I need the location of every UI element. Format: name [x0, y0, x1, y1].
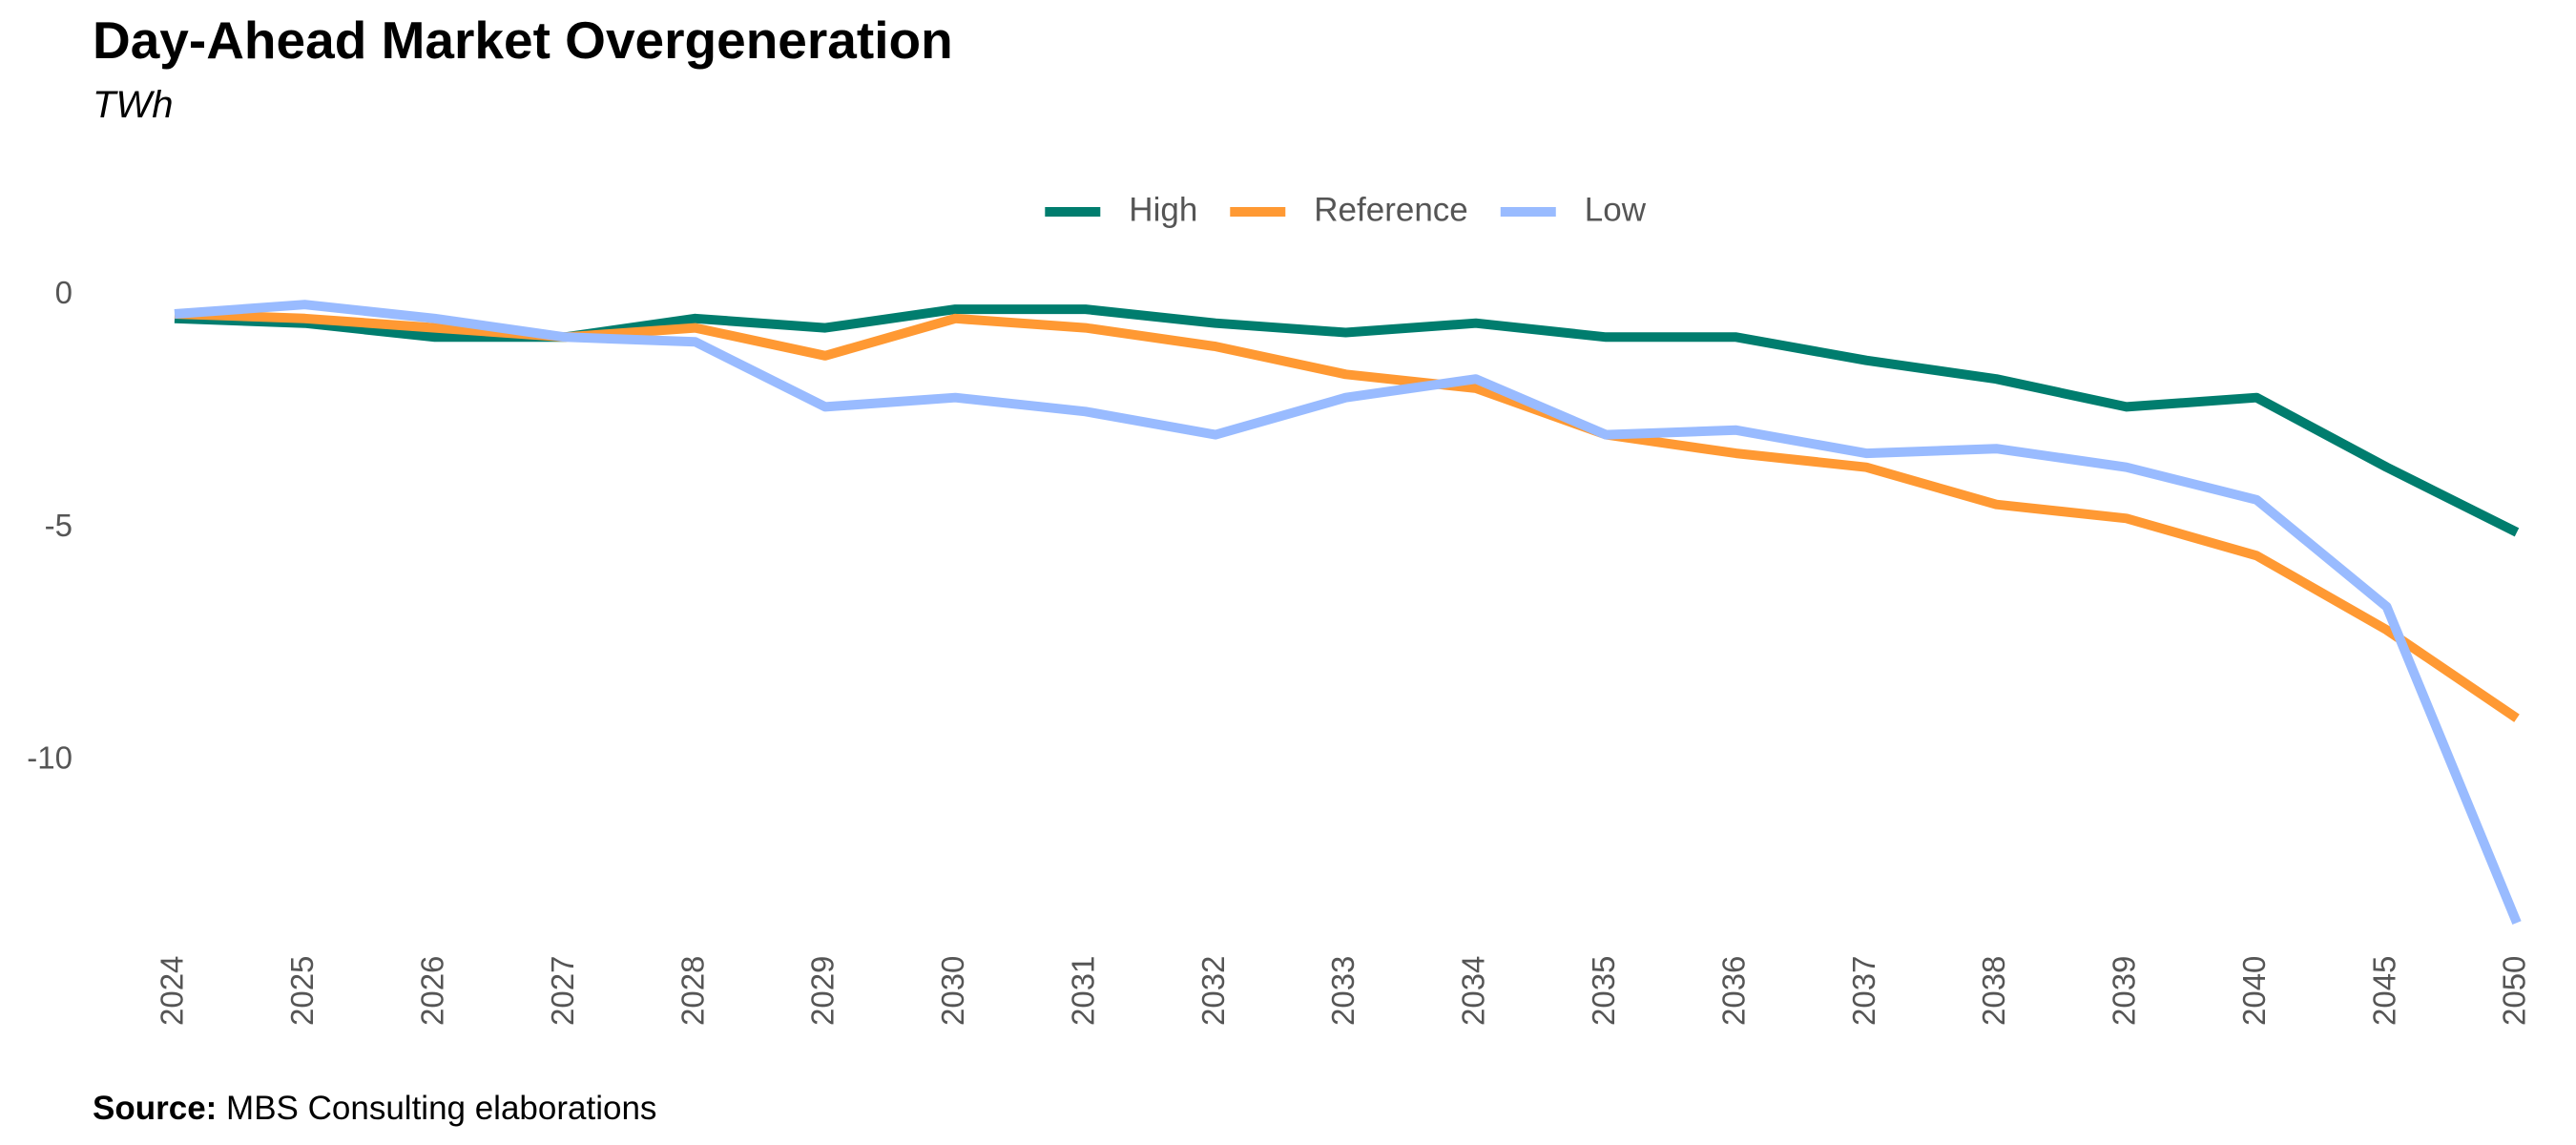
series-line-reference [174, 309, 2520, 722]
legend-item-low: Low [1500, 191, 1647, 228]
x-axis: 2024 2025 2026 2027 2028 2029 2030 2031 2032 2033… [155, 956, 2532, 1026]
series-line-low [174, 300, 2522, 926]
x-tick-label: 2024 [155, 956, 190, 1026]
chart-title: Day-Ahead Market Overgeneration [93, 10, 953, 70]
x-tick-label: 2039 [2107, 956, 2142, 1026]
x-tick-label: 2034 [1456, 956, 1491, 1026]
y-tick-label: -10 [27, 739, 73, 775]
x-tick-label: 2045 [2366, 956, 2401, 1026]
chart-subtitle: TWh [93, 84, 174, 126]
series-lines [174, 300, 2522, 926]
x-tick-label: 2035 [1586, 956, 1621, 1026]
x-tick-label: 2037 [1846, 956, 1881, 1026]
x-tick-label: 2050 [2497, 956, 2532, 1026]
x-tick-label: 2028 [675, 956, 710, 1026]
source-text: MBS Consulting elaborations [226, 1090, 657, 1127]
x-tick-label: 2029 [805, 956, 841, 1026]
legend-label: Reference [1314, 191, 1467, 228]
x-tick-label: 2031 [1065, 956, 1100, 1026]
x-tick-label: 2038 [1976, 956, 2011, 1026]
y-tick-label: -5 [45, 508, 73, 543]
source-note: Source: MBS Consulting elaborations [93, 1090, 656, 1128]
x-tick-label: 2036 [1715, 956, 1751, 1026]
legend-item-high: High [1045, 191, 1197, 228]
series-line-high [174, 304, 2520, 537]
x-tick-label: 2040 [2236, 956, 2272, 1026]
legend-label: Low [1585, 191, 1647, 228]
legend-item-reference: Reference [1230, 191, 1468, 228]
y-axis: 0 -5 -10 [27, 275, 73, 775]
x-tick-label: 2027 [545, 956, 580, 1026]
legend: High Reference Low [1045, 191, 1647, 228]
legend-label: High [1129, 191, 1197, 228]
x-tick-label: 2026 [414, 956, 449, 1026]
x-tick-label: 2033 [1325, 956, 1361, 1026]
source-label: Source: [93, 1090, 218, 1127]
x-tick-label: 2030 [935, 956, 970, 1026]
x-tick-label: 2032 [1195, 956, 1231, 1026]
x-tick-label: 2025 [284, 956, 320, 1026]
y-tick-label: 0 [55, 275, 73, 310]
